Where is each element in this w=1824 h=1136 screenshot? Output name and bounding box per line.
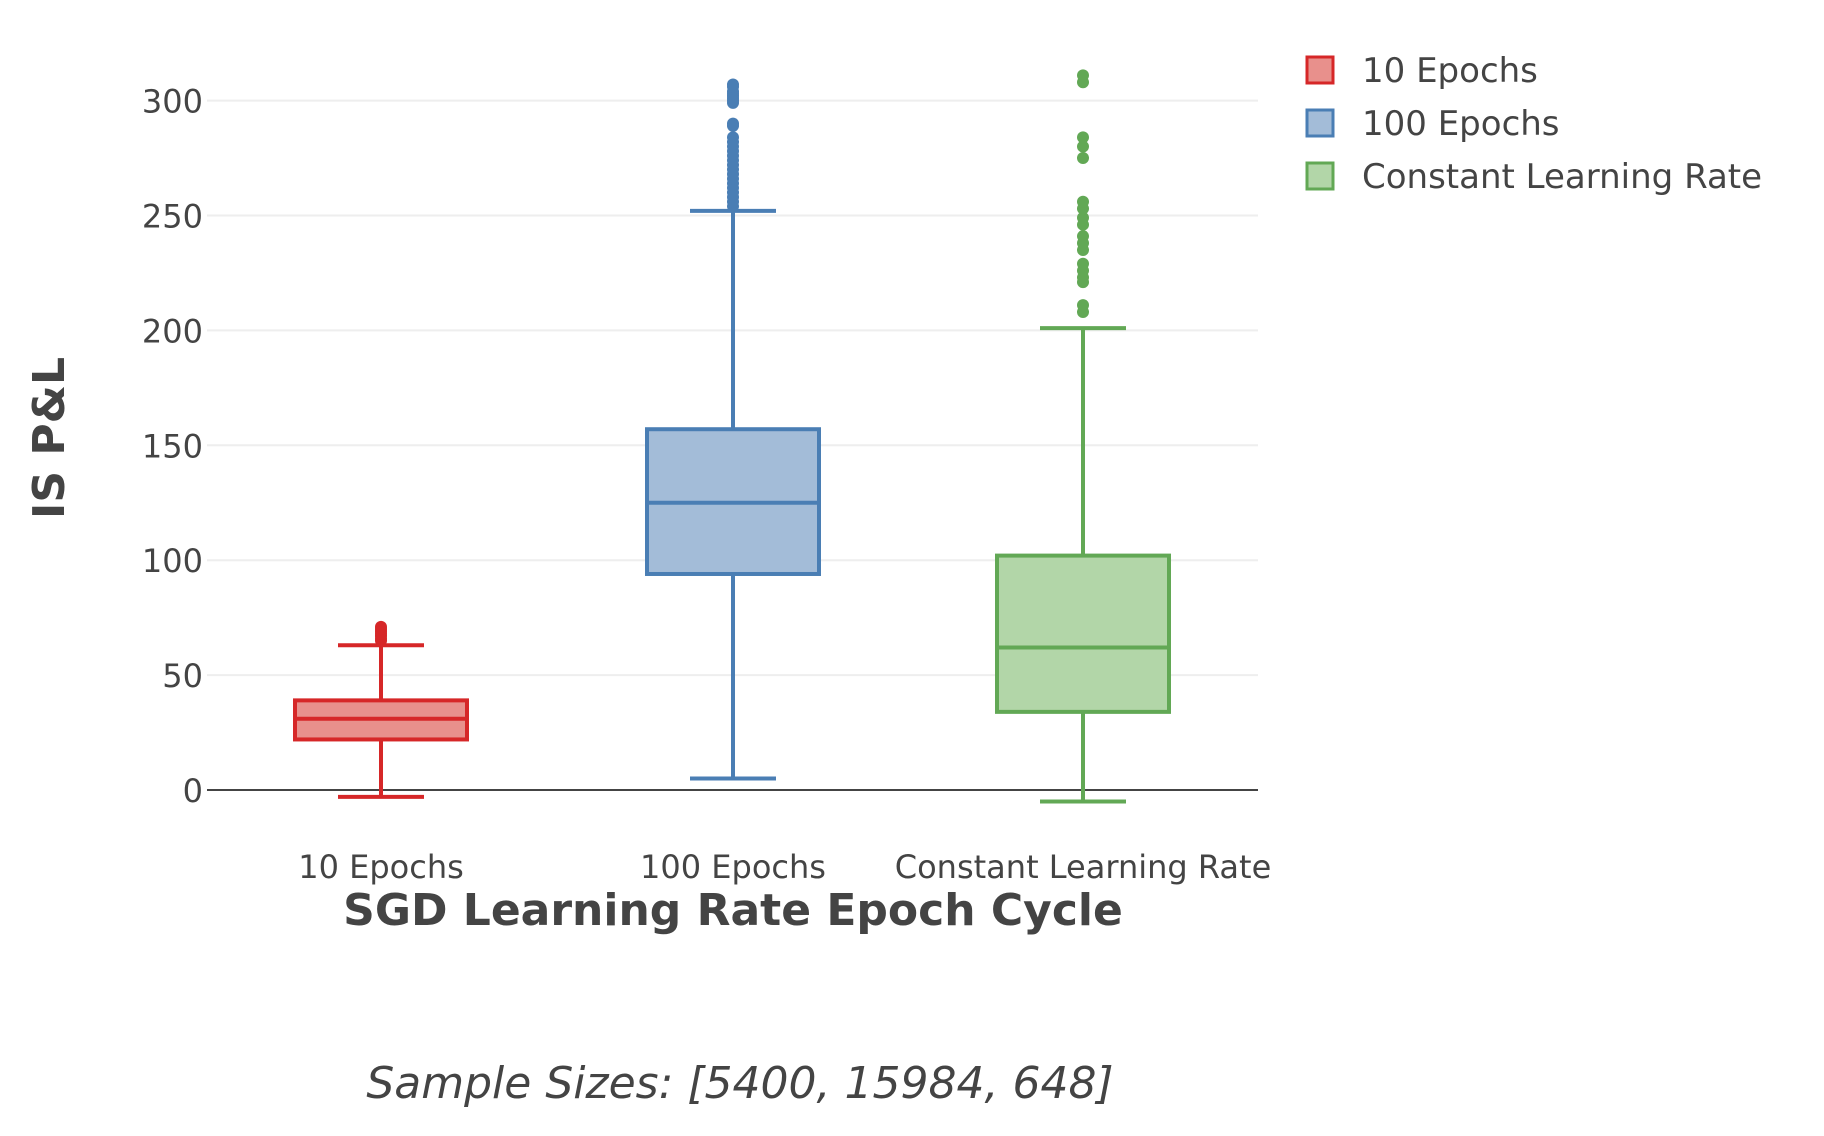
legend-label: 100 Epochs — [1362, 104, 1560, 144]
legend-item[interactable]: 100 Epochs — [1305, 104, 1560, 144]
box-trace[interactable] — [293, 620, 469, 799]
sample-size-annotation: Sample Sizes: [5400, 15984, 648] — [366, 1058, 1113, 1109]
outlier-point — [1077, 140, 1089, 153]
box-trace[interactable] — [645, 78, 821, 781]
outlier-point — [1077, 69, 1089, 82]
outlier-point — [375, 620, 387, 633]
legend-swatch — [1305, 161, 1335, 191]
y-tick-label: 0 — [183, 772, 203, 810]
y-tick-label: 300 — [142, 83, 203, 121]
outlier-point — [1077, 230, 1089, 243]
y-tick-label: 100 — [142, 542, 203, 580]
legend-item[interactable]: 10 Epochs — [1305, 51, 1538, 91]
outlier-point — [727, 117, 739, 130]
x-axis-ticks: 10 Epochs 100 Epochs Constant Learning Rat… — [298, 848, 1271, 886]
outlier-point — [1077, 152, 1089, 165]
legend-swatch — [1305, 108, 1335, 138]
legend[interactable]: 10 Epochs 100 Epochs Constant Learning Rat… — [1305, 51, 1762, 197]
outlier-point — [1077, 131, 1089, 144]
outlier-point — [727, 78, 739, 91]
legend-swatch — [1305, 55, 1335, 85]
legend-item[interactable]: Constant Learning Rate — [1305, 157, 1762, 197]
outlier-point — [1077, 257, 1089, 270]
legend-label: Constant Learning Rate — [1362, 157, 1762, 197]
y-axis-ticks: 0 50 100 150 200 250 300 — [142, 83, 203, 810]
box-traces — [293, 69, 1171, 804]
y-tick-label: 250 — [142, 198, 203, 236]
box-trace[interactable] — [995, 69, 1171, 804]
x-tick-label: 10 Epochs — [298, 848, 464, 886]
outlier-point — [727, 131, 739, 144]
x-axis-title: SGD Learning Rate Epoch Cycle — [343, 885, 1123, 936]
outlier-point — [1077, 299, 1089, 312]
y-axis-title: IS P&L — [24, 357, 75, 519]
legend-label: 10 Epochs — [1362, 51, 1538, 91]
outlier-point — [1077, 211, 1089, 224]
x-tick-label: 100 Epochs — [640, 848, 826, 886]
y-tick-label: 200 — [142, 312, 203, 350]
x-tick-label: Constant Learning Rate — [895, 848, 1272, 886]
y-tick-label: 150 — [142, 427, 203, 465]
interquartile-box — [995, 553, 1171, 714]
y-tick-label: 50 — [162, 657, 203, 695]
outlier-point — [1077, 195, 1089, 208]
